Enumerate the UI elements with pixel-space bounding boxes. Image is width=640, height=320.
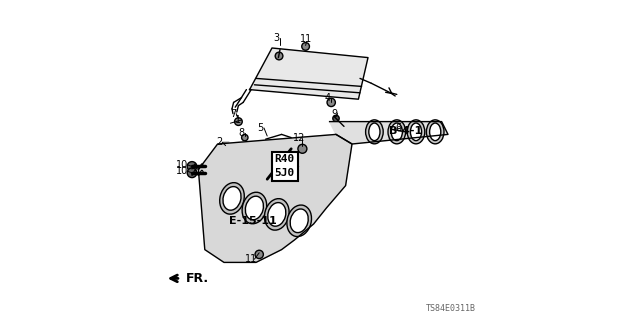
Circle shape <box>327 98 335 107</box>
Text: 10: 10 <box>176 166 189 176</box>
Polygon shape <box>330 122 448 144</box>
Ellipse shape <box>268 203 286 226</box>
Ellipse shape <box>369 123 380 141</box>
Ellipse shape <box>223 187 241 210</box>
Ellipse shape <box>391 123 403 141</box>
Text: 6: 6 <box>396 123 401 133</box>
Ellipse shape <box>287 205 312 236</box>
Circle shape <box>275 52 283 60</box>
Text: 7: 7 <box>230 108 236 119</box>
Text: B-4-1: B-4-1 <box>388 126 422 136</box>
Text: 5: 5 <box>258 123 264 133</box>
Circle shape <box>187 162 197 171</box>
Ellipse shape <box>388 120 406 144</box>
Ellipse shape <box>245 196 264 220</box>
Text: R40: R40 <box>275 154 295 164</box>
Circle shape <box>242 134 248 141</box>
FancyBboxPatch shape <box>272 152 298 181</box>
Text: 4: 4 <box>325 92 331 103</box>
Circle shape <box>235 118 243 125</box>
Ellipse shape <box>410 123 422 141</box>
Circle shape <box>333 115 339 122</box>
Ellipse shape <box>220 183 244 214</box>
Text: 12: 12 <box>293 132 305 143</box>
Ellipse shape <box>290 209 308 233</box>
Text: 8: 8 <box>239 128 244 138</box>
Ellipse shape <box>242 192 267 224</box>
Text: FR.: FR. <box>186 272 209 285</box>
Polygon shape <box>223 142 230 149</box>
Text: 5J0: 5J0 <box>275 168 295 179</box>
Text: 3: 3 <box>274 33 280 44</box>
Ellipse shape <box>426 120 444 144</box>
Circle shape <box>187 168 197 178</box>
Text: TS84E0311B: TS84E0311B <box>426 304 476 313</box>
Ellipse shape <box>429 123 441 141</box>
Circle shape <box>302 43 310 50</box>
Circle shape <box>298 144 307 153</box>
Text: 11: 11 <box>245 254 257 264</box>
Text: E-15-11: E-15-11 <box>229 216 276 226</box>
Text: 2: 2 <box>216 137 222 148</box>
Text: 11: 11 <box>300 34 313 44</box>
Text: 1: 1 <box>236 115 241 125</box>
Ellipse shape <box>407 120 425 144</box>
Ellipse shape <box>264 199 289 230</box>
Text: 10: 10 <box>176 160 189 170</box>
Polygon shape <box>198 134 352 262</box>
Polygon shape <box>250 48 368 99</box>
Text: 9: 9 <box>332 108 337 119</box>
Circle shape <box>255 250 264 259</box>
Ellipse shape <box>365 120 383 144</box>
